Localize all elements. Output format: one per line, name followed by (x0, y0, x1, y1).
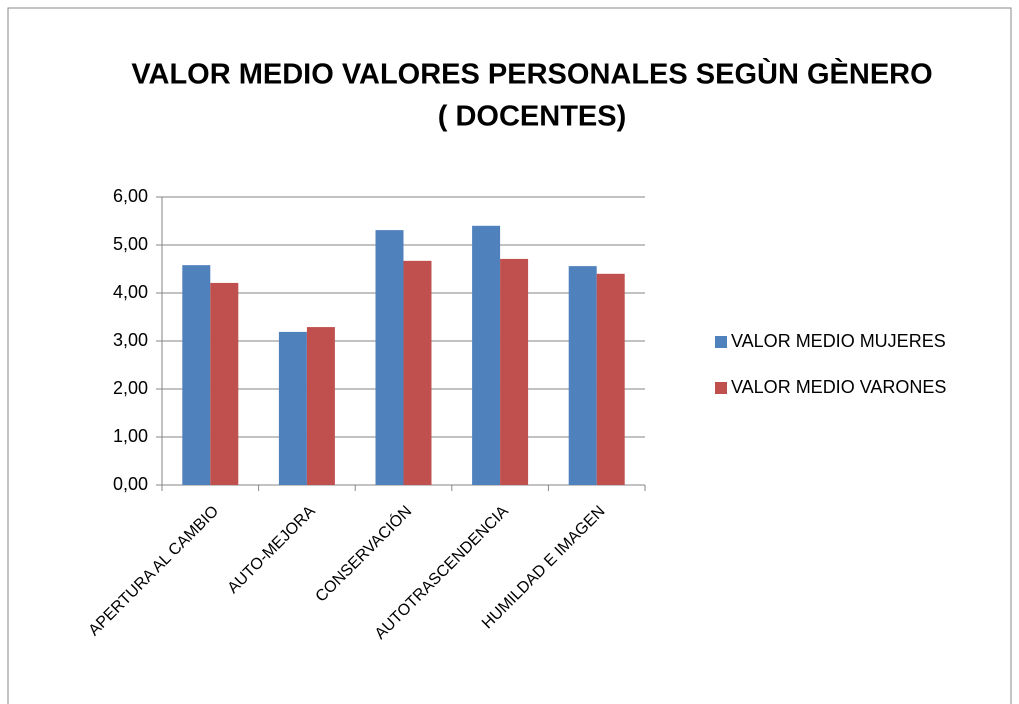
bar (306, 327, 335, 485)
bar (472, 225, 501, 486)
y-tick-label: 5,00 (113, 234, 148, 254)
legend-swatch (715, 382, 727, 394)
chart-title: VALOR MEDIO VALORES PERSONALES SEGÙN GÈN… (131, 57, 932, 91)
bar (596, 273, 625, 485)
legend-label: VALOR MEDIO MUJERES (731, 331, 946, 351)
chart-title: ( DOCENTES) (438, 101, 627, 133)
x-tick-label: CONSERVACIÓN (311, 501, 415, 605)
legend-swatch (715, 336, 727, 348)
bar (403, 260, 432, 485)
bar (500, 258, 529, 485)
y-tick-label: 2,00 (113, 378, 148, 398)
bar (375, 230, 404, 485)
y-tick-label: 4,00 (113, 282, 148, 302)
y-tick-label: 6,00 (113, 186, 148, 206)
x-tick-label: AUTO-MEJORA (225, 503, 319, 597)
y-tick-label: 3,00 (113, 330, 148, 350)
bar (278, 331, 307, 485)
x-tick-label: APERTURA AL CAMBIO (86, 503, 223, 640)
bar (210, 282, 239, 485)
chart-frame (7, 7, 1012, 704)
bar (568, 266, 597, 485)
legend-label: VALOR MEDIO VARONES (731, 377, 946, 397)
y-tick-label: 0,00 (113, 474, 148, 494)
y-tick-label: 1,00 (113, 426, 148, 446)
bar (182, 265, 211, 485)
